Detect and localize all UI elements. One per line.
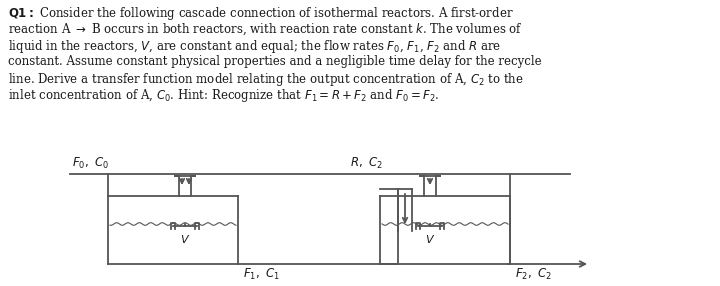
Text: reaction A $\rightarrow$ B occurs in both reactors, with reaction rate constant : reaction A $\rightarrow$ B occurs in bot… [8, 21, 523, 37]
Text: $\mathbf{Q1:}$ Consider the following cascade connection of isothermal reactors.: $\mathbf{Q1:}$ Consider the following ca… [8, 5, 513, 22]
Text: line. Derive a transfer function model relating the output concentration of A, $: line. Derive a transfer function model r… [8, 71, 524, 88]
Text: $F_2,\ C_2$: $F_2,\ C_2$ [515, 267, 552, 282]
Text: $V$: $V$ [180, 233, 190, 245]
Text: liquid in the reactors, $V$, are constant and equal; the flow rates $F_0$, $F_1$: liquid in the reactors, $V$, are constan… [8, 38, 501, 55]
Text: $R,\ C_2$: $R,\ C_2$ [350, 156, 382, 171]
Text: $V$: $V$ [425, 233, 435, 245]
Text: inlet concentration of A, $C_0$. Hint: Recognize that $F_1 = R + F_2$ and $F_0 =: inlet concentration of A, $C_0$. Hint: R… [8, 88, 439, 104]
Text: $F_1,\ C_1$: $F_1,\ C_1$ [243, 267, 280, 282]
Text: constant. Assume constant physical properties and a negligible time delay for th: constant. Assume constant physical prope… [8, 55, 541, 67]
Text: $F_0,\ C_0$: $F_0,\ C_0$ [72, 156, 109, 171]
